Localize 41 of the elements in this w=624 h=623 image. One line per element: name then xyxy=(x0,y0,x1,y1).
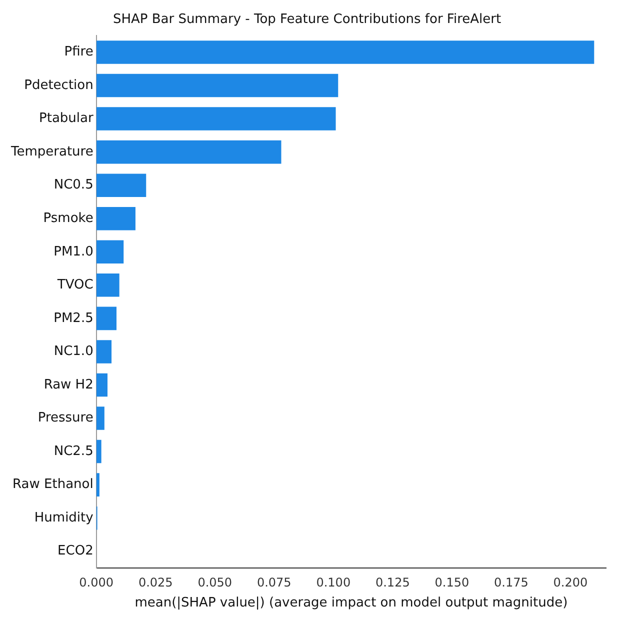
bar xyxy=(96,440,102,464)
y-tick-label: PM1.0 xyxy=(54,244,94,260)
bar xyxy=(96,140,282,164)
x-tick-label: 0.050 xyxy=(198,575,232,590)
y-tick-label: Raw H2 xyxy=(44,377,94,392)
bar xyxy=(96,206,136,230)
bar xyxy=(96,74,338,98)
x-tick-label: 0.150 xyxy=(434,575,470,590)
y-tick-label: Psmoke xyxy=(43,210,94,226)
y-tick-label: TVOC xyxy=(56,278,94,293)
x-tick-label: 0.075 xyxy=(256,575,292,590)
x-tick-label: 0.175 xyxy=(494,575,528,590)
bar xyxy=(96,40,594,64)
y-tick-label: NC2.5 xyxy=(54,444,94,459)
y-tick-label: Temperature xyxy=(10,144,94,160)
y-tick-label: ECO2 xyxy=(58,544,94,559)
x-axis-title: mean(|SHAP value|) (average impact on model output magnitude) xyxy=(134,596,568,611)
bar xyxy=(96,473,100,496)
bar xyxy=(96,340,112,364)
bar xyxy=(96,107,336,130)
chart-title: SHAP Bar Summary - Top Feature Contributions for FireAlert xyxy=(112,12,502,28)
y-tick-label: NC1.0 xyxy=(54,344,94,360)
x-tick-label: 0.025 xyxy=(138,575,173,590)
x-tick-label: 0.000 xyxy=(79,575,114,590)
y-tick-label: PM2.5 xyxy=(54,310,94,326)
bar xyxy=(96,406,104,430)
y-tick-label: Pressure xyxy=(38,410,94,426)
bar xyxy=(96,373,108,397)
y-tick-label: Pfire xyxy=(64,44,94,60)
x-tick-label: 0.200 xyxy=(553,575,588,590)
x-tick-label: 0.100 xyxy=(316,575,351,590)
bar xyxy=(96,240,124,264)
x-tick-label: 0.125 xyxy=(375,575,410,590)
bar xyxy=(96,174,146,197)
y-tick-label: Pdetection xyxy=(24,78,94,93)
y-tick-label: NC0.5 xyxy=(54,178,94,193)
y-tick-label: Ptabular xyxy=(39,111,94,126)
bar xyxy=(96,306,116,330)
bar xyxy=(96,274,120,297)
y-tick-label: Raw Ethanol xyxy=(12,477,94,492)
y-tick-label: Humidity xyxy=(34,510,94,526)
